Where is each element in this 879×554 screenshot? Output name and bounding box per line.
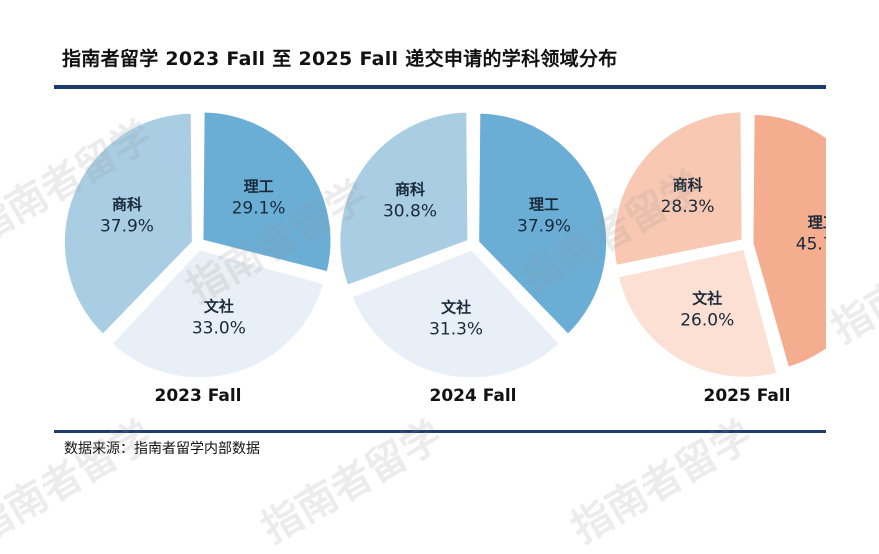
slice-label-business: 商科	[112, 196, 142, 214]
pie-chart-3: 理工 45.7% 文社 26.0% 商科 28.3%	[611, 109, 850, 380]
data-source: 数据来源：指南者留学内部数据	[64, 441, 260, 457]
pie-slice-humanities	[349, 247, 563, 381]
pie-slice-business	[61, 110, 195, 338]
pie-slice-stem	[200, 109, 334, 275]
slice-label-business: 商科	[673, 176, 703, 194]
pie-caption: 2023 Fall	[155, 386, 242, 406]
pie-caption: 2024 Fall	[430, 386, 517, 406]
slice-value-business: 30.8%	[383, 202, 437, 222]
slice-label-stem: 理工	[529, 196, 559, 214]
slice-label-humanities: 文社	[204, 298, 234, 316]
pie-slice-stem	[750, 111, 826, 370]
page-title: 指南者留学 2023 Fall 至 2025 Fall 递交申请的学科领域分布	[62, 48, 618, 70]
pie-slice-business	[611, 109, 745, 268]
slice-label-stem: 理工	[808, 214, 838, 232]
slice-value-humanities: 31.3%	[429, 320, 483, 340]
slice-label-business: 商科	[395, 181, 425, 199]
pie-chart-1: 理工 29.1% 文社 33.0% 商科 37.9%	[61, 109, 334, 381]
pie-slice-humanities	[109, 247, 327, 381]
slice-value-humanities: 33.0%	[192, 319, 246, 339]
slice-label-humanities: 文社	[441, 299, 471, 317]
slice-value-stem: 29.1%	[232, 198, 286, 218]
pie-slice-humanities	[615, 246, 780, 380]
pie-caption: 2025 Fall	[704, 386, 791, 406]
pie-charts: 理工 29.1% 文社 33.0% 商科 37.9% 2023 Fall 理工 37.9% 文社 3…	[61, 109, 850, 406]
slice-label-stem: 理工	[244, 177, 274, 195]
pie-chart-2: 理工 37.9% 文社 31.3% 商科 30.8%	[337, 109, 610, 381]
slice-label-humanities: 文社	[692, 289, 722, 307]
bottom-divider	[54, 430, 826, 433]
slice-value-business: 28.3%	[661, 197, 715, 217]
top-divider	[54, 85, 826, 89]
slice-value-humanities: 26.0%	[680, 310, 734, 330]
pie-slice-business	[337, 109, 471, 288]
slice-value-business: 37.9%	[100, 217, 154, 237]
slice-value-stem: 37.9%	[517, 217, 571, 237]
pie-slice-stem	[476, 110, 610, 338]
slice-value-stem: 45.7%	[796, 235, 850, 255]
